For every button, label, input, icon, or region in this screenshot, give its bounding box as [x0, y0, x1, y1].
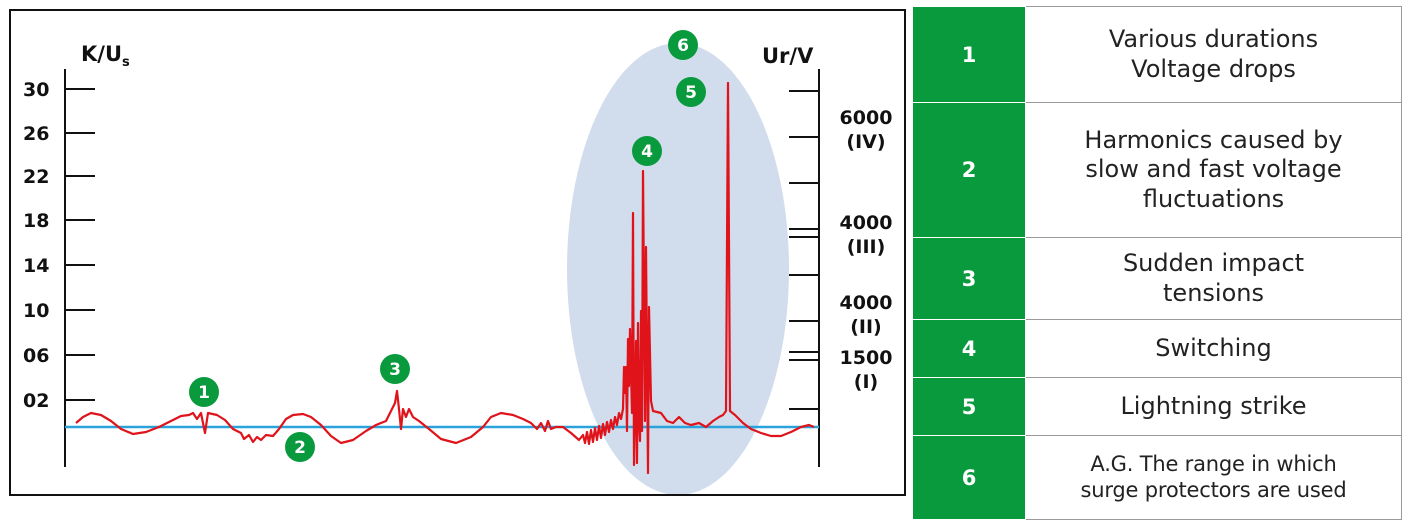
legend-description: Switching	[1025, 319, 1402, 378]
legend-description-line: Lightning strike	[1120, 391, 1307, 420]
legend-number: 1	[912, 6, 1026, 103]
left-tick-label: 02	[23, 390, 49, 412]
markers: 1 2 3 4 5 6	[189, 30, 706, 462]
legend-description-line: slow and fast voltage	[1085, 155, 1342, 184]
right-axis-class: (II)	[850, 316, 882, 338]
right-axis-class: (IV)	[846, 131, 885, 153]
right-axis-value: 1500	[840, 347, 893, 369]
legend-description-line: Harmonics caused by	[1084, 126, 1343, 155]
left-tick-label: 14	[23, 255, 49, 277]
legend-row: 4 Switching	[912, 319, 1402, 378]
right-axis-labels: 6000(IV)4000(III)4000(II)1500(I)	[840, 107, 893, 393]
legend-description-line: A.G. The range in which	[1090, 451, 1337, 476]
surge-protector-range	[567, 43, 789, 494]
marker-circle	[285, 432, 315, 462]
left-axis-title: K/Us	[81, 42, 130, 70]
legend-table: 1 Various durations Voltage drops 2 Harmonic…	[912, 6, 1402, 520]
legend-row: 3 Sudden impact tensions	[912, 237, 1402, 320]
legend-description: A.G. The range in which surge protectors …	[1025, 435, 1402, 520]
marker-circle	[189, 377, 219, 407]
legend-description: Sudden impact tensions	[1025, 237, 1402, 320]
marker-number: 5	[685, 83, 697, 103]
marker-6: 6	[668, 30, 698, 60]
left-tick-label: 30	[23, 79, 49, 101]
marker-1: 1	[189, 377, 219, 407]
marker-number: 3	[389, 360, 401, 380]
signal-line	[75, 81, 815, 475]
right-axis-ticks	[789, 90, 819, 410]
legend-row: 2 Harmonics caused by slow and fast voltag…	[912, 102, 1402, 238]
marker-5: 5	[676, 77, 706, 107]
legend-row: 1 Various durations Voltage drops	[912, 6, 1402, 103]
marker-circle	[668, 30, 698, 60]
marker-number: 6	[677, 36, 689, 56]
legend-description-line: Sudden impact	[1122, 249, 1305, 278]
marker-circle	[676, 77, 706, 107]
legend-number: 3	[912, 237, 1026, 320]
left-tick-label: 26	[23, 123, 49, 145]
left-tick-label: 10	[23, 300, 49, 322]
marker-circle	[632, 136, 662, 166]
right-axis-class: (III)	[847, 236, 886, 258]
legend-row: 5 Lightning strike	[912, 377, 1402, 436]
left-tick-label: 18	[23, 210, 49, 232]
marker-number: 4	[641, 142, 653, 162]
right-axis-value: 4000	[840, 292, 893, 314]
right-axis-value: 6000	[840, 107, 893, 129]
legend-number: 6	[912, 435, 1026, 520]
left-tick-label: 22	[23, 166, 49, 188]
right-axis-class: (I)	[854, 371, 878, 393]
left-axis-ticks: 30 26 22 18 14 10 06 02	[23, 79, 95, 412]
legend-description-line: tensions	[1163, 278, 1264, 307]
legend-description: Various durations Voltage drops	[1025, 6, 1402, 103]
marker-number: 1	[198, 383, 210, 403]
legend-row: 6 A.G. The range in which surge protectors…	[912, 435, 1402, 520]
marker-4: 4	[632, 136, 662, 166]
legend-description-line: Switching	[1155, 333, 1272, 362]
marker-circle	[380, 354, 410, 384]
legend-number: 5	[912, 377, 1026, 436]
right-axis-title: Ur/V	[762, 44, 814, 68]
left-tick-label: 06	[23, 345, 49, 367]
legend-description-line: Various durations	[1108, 25, 1319, 54]
legend-description-line: surge protectors are used	[1080, 477, 1347, 502]
legend-number: 4	[912, 319, 1026, 378]
chart-frame: 30 26 22 18 14 10 06 02 K/Us Ur/V 6000 (IV) 4000(…	[9, 9, 906, 496]
marker-2: 2	[285, 432, 315, 462]
right-axis-value: 4000	[840, 212, 893, 234]
legend-description: Lightning strike	[1025, 377, 1402, 436]
legend-description-line: Voltage drops	[1131, 54, 1296, 83]
legend-number: 2	[912, 102, 1026, 238]
legend-description: Harmonics caused by slow and fast voltage…	[1025, 102, 1402, 238]
marker-number: 2	[294, 438, 306, 458]
marker-3: 3	[380, 354, 410, 384]
legend-description-line: fluctuations	[1142, 184, 1285, 213]
